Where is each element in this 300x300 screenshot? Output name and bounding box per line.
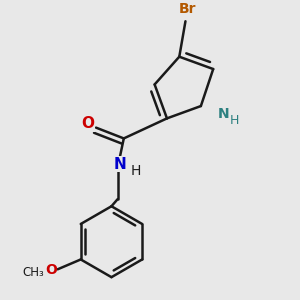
Text: Br: Br — [178, 2, 196, 16]
Text: H: H — [130, 164, 141, 178]
Text: CH₃: CH₃ — [23, 266, 44, 279]
Text: O: O — [45, 262, 57, 277]
Text: N: N — [114, 157, 127, 172]
Text: H: H — [230, 114, 239, 127]
Text: N: N — [218, 107, 230, 121]
Text: O: O — [81, 116, 94, 131]
